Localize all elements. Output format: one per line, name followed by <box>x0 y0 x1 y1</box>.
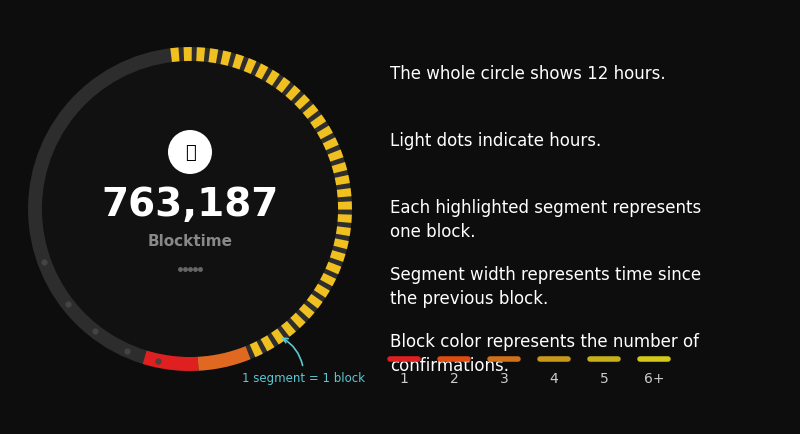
Text: 4: 4 <box>550 371 558 385</box>
Circle shape <box>168 131 212 174</box>
Text: 2: 2 <box>450 371 458 385</box>
Text: The whole circle shows 12 hours.: The whole circle shows 12 hours. <box>390 65 666 83</box>
Text: Block color represents the number of
confirmations.: Block color represents the number of con… <box>390 332 699 374</box>
Text: 3: 3 <box>500 371 508 385</box>
Text: Segment width represents time since
the previous block.: Segment width represents time since the … <box>390 265 701 307</box>
Text: Light dots indicate hours.: Light dots indicate hours. <box>390 132 602 150</box>
Text: ₿: ₿ <box>185 144 195 161</box>
Text: Each highlighted segment represents
one block.: Each highlighted segment represents one … <box>390 198 702 240</box>
Circle shape <box>41 61 339 358</box>
Text: 763,187: 763,187 <box>102 186 278 224</box>
Text: 5: 5 <box>600 371 608 385</box>
Text: 1: 1 <box>399 371 409 385</box>
Text: 6+: 6+ <box>644 371 664 385</box>
Text: Blocktime: Blocktime <box>147 234 233 249</box>
Text: 1 segment = 1 block: 1 segment = 1 block <box>242 339 366 384</box>
